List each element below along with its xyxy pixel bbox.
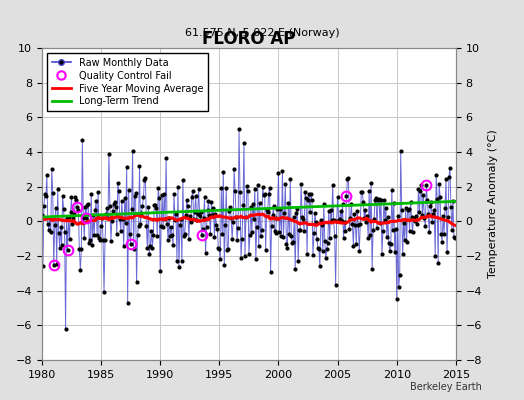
Text: Berkeley Earth: Berkeley Earth — [410, 382, 482, 392]
Y-axis label: Temperature Anomaly (°C): Temperature Anomaly (°C) — [488, 130, 498, 278]
Legend: Raw Monthly Data, Quality Control Fail, Five Year Moving Average, Long-Term Tren: Raw Monthly Data, Quality Control Fail, … — [47, 53, 208, 111]
Text: 61.575 N, 5.022 E (Norway): 61.575 N, 5.022 E (Norway) — [184, 28, 340, 38]
Title: FLORO AP: FLORO AP — [202, 30, 296, 48]
